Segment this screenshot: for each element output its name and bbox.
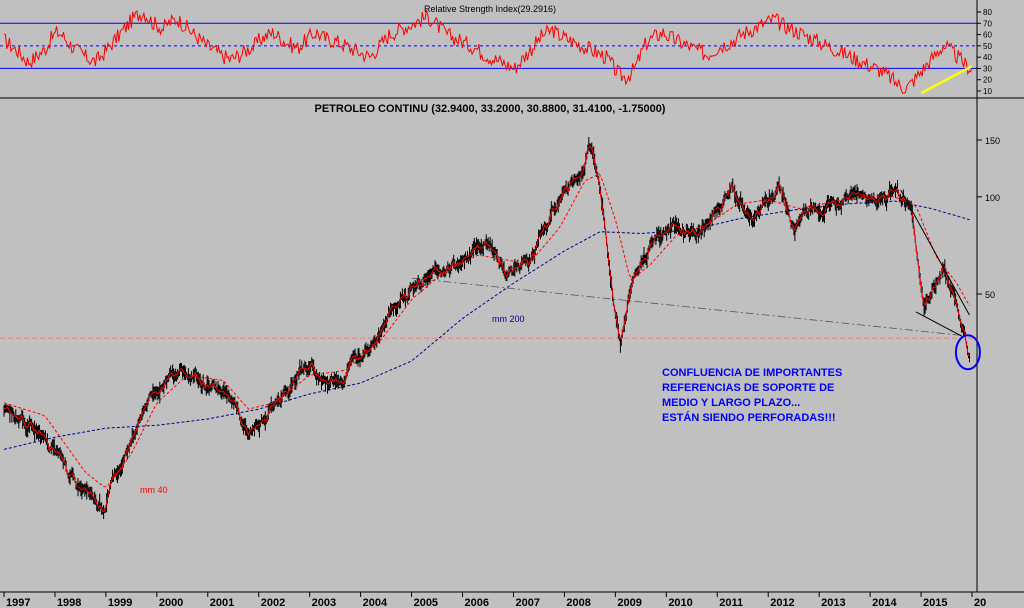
x-tick-label: 2012 (770, 597, 794, 608)
annotation-line-4: ESTÁN SIENDO PERFORADAS!!! (662, 411, 836, 424)
annotation-line-2: REFERENCIAS DE SOPORTE DE (662, 382, 834, 394)
rsi-tick-label: 50 (983, 42, 992, 51)
annotation-line-3: MEDIO Y LARGO PLAZO... (662, 397, 800, 409)
x-tick-label: 2007 (515, 597, 539, 608)
price-tick-label: 150 (985, 136, 1000, 146)
rsi-y-ticks: 10 20 30 40 50 60 70 80 (977, 8, 992, 96)
x-tick-label: 2008 (566, 597, 590, 608)
x-tick-label: 2001 (210, 597, 234, 608)
rsi-support-line (920, 65, 973, 95)
ma40-label: mm 40 (140, 485, 168, 495)
price-line (3, 145, 969, 513)
x-tick-label: 2015 (923, 597, 947, 608)
x-tick-label: 1998 (57, 597, 81, 608)
channel-upper-line (900, 189, 970, 316)
rsi-tick-label: 30 (983, 64, 992, 73)
x-tick-label: 2013 (821, 597, 845, 608)
rsi-tick-label: 80 (983, 8, 992, 17)
price-tick-label: 100 (985, 193, 1000, 203)
price-tick-label: 50 (985, 290, 995, 300)
ma40-line (3, 173, 970, 488)
price-panel: PETROLEO CONTINU (32.9400, 33.2000, 30.8… (0, 103, 1000, 520)
rsi-tick-label: 40 (983, 53, 992, 62)
x-tick-label: 2006 (465, 597, 489, 608)
x-tick-label: 2004 (363, 597, 388, 608)
price-title: PETROLEO CONTINU (32.9400, 33.2000, 30.8… (315, 103, 666, 115)
long-trendline (411, 277, 970, 337)
x-tick-label: 1997 (6, 597, 30, 608)
x-tick-label: 2003 (312, 597, 336, 608)
x-axis-ticks: 1997 1998 1999 2000 2001 2002 2003 2004 2005 2006… (3, 592, 986, 608)
rsi-bands (0, 22, 977, 69)
x-tick-label: 2009 (617, 597, 641, 608)
annotation-line-1: CONFLUENCIA DE IMPORTANTES (662, 367, 842, 379)
x-tick-label: 2010 (668, 597, 692, 608)
rsi-tick-label: 20 (983, 76, 992, 85)
ma200-label: mm 200 (492, 314, 525, 324)
channel-lower-line (915, 311, 963, 337)
rsi-tick-label: 70 (983, 19, 992, 28)
x-tick-label: 20 (974, 597, 986, 608)
rsi-line (3, 9, 973, 94)
breakdown-circle (954, 334, 981, 371)
x-tick-label: 2000 (159, 597, 183, 608)
rsi-tick-label: 60 (983, 31, 992, 40)
x-tick-label: 2011 (719, 597, 743, 608)
rsi-panel: Relative Strength Index(29.2916) 10 20 30 4… (0, 4, 992, 96)
x-tick-label: 2002 (261, 597, 285, 608)
rsi-title: Relative Strength Index(29.2916) (424, 4, 556, 14)
x-tick-label: 2014 (872, 597, 897, 608)
x-tick-label: 2005 (414, 597, 438, 608)
rsi-tick-label: 10 (983, 87, 992, 96)
x-tick-label: 1999 (108, 597, 132, 608)
annotation-text: CONFLUENCIA DE IMPORTANTES REFERENCIAS D… (662, 367, 842, 424)
price-y-ticks: 50 100 150 (977, 136, 1000, 300)
